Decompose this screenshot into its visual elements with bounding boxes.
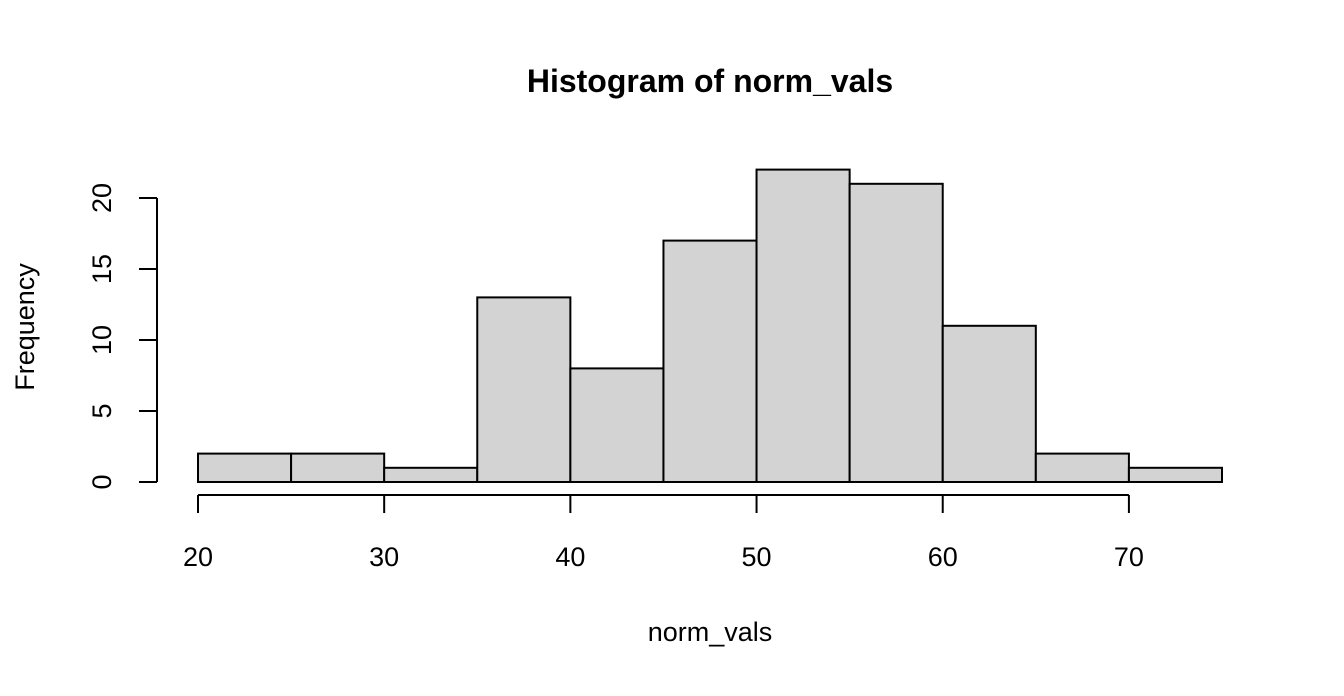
histogram-bar-35-40 — [476, 296, 572, 483]
y-tick-label-10: 10 — [87, 325, 117, 355]
bars-group — [197, 168, 1223, 484]
x-tick-label-70: 70 — [1114, 542, 1144, 572]
histogram-bar-45-50 — [662, 239, 758, 483]
y-tick-label-20: 20 — [87, 183, 117, 213]
x-axis: 20 30 40 50 60 70 — [183, 494, 1144, 572]
x-tick-label-20: 20 — [183, 542, 213, 572]
x-tick-label-60: 60 — [928, 542, 958, 572]
histogram-bar-70-75 — [1127, 466, 1223, 483]
histogram-bar-50-55 — [755, 168, 851, 483]
x-tick-label-40: 40 — [555, 542, 585, 572]
histogram-bar-30-35 — [383, 466, 479, 483]
histogram-bar-40-45 — [569, 367, 665, 483]
y-axis: 0 5 10 15 20 — [87, 183, 158, 490]
histogram-bar-60-65 — [941, 324, 1037, 483]
y-tick-label-0: 0 — [87, 474, 117, 489]
chart-title: Histogram of norm_vals — [527, 63, 893, 99]
y-tick-label-5: 5 — [87, 403, 117, 418]
x-tick-label-50: 50 — [742, 542, 772, 572]
y-axis-title: Frequency — [10, 263, 40, 391]
x-axis-title: norm_vals — [648, 617, 773, 647]
histogram-bar-65-70 — [1034, 452, 1130, 484]
histogram-bar-55-60 — [848, 182, 944, 484]
histogram-bar-20-25 — [197, 452, 293, 484]
histogram-bar-25-30 — [290, 452, 386, 484]
x-tick-label-30: 30 — [369, 542, 399, 572]
y-tick-label-15: 15 — [87, 254, 117, 284]
